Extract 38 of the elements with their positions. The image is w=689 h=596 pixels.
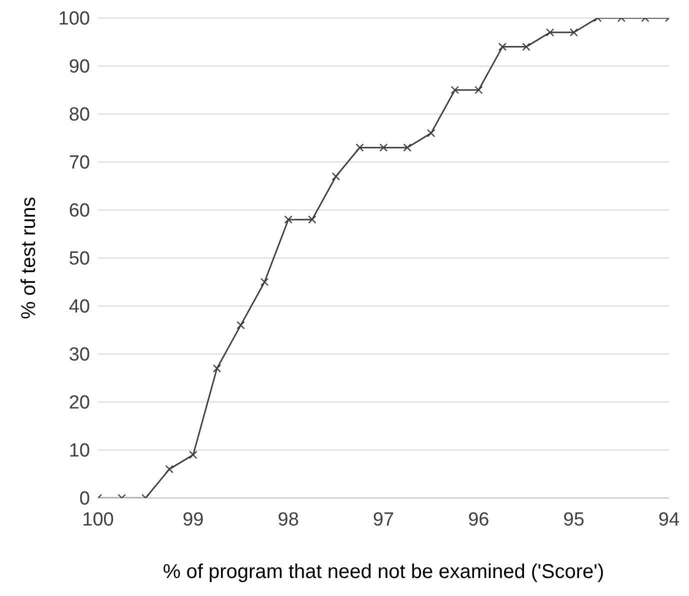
y-tick-label: 10 (68, 440, 90, 462)
point (546, 28, 554, 36)
x-axis-title: % of program that need not be examined ('Score') (162, 561, 604, 583)
point (379, 144, 388, 152)
point (356, 144, 364, 152)
point (165, 465, 174, 474)
point (236, 321, 245, 330)
point (403, 144, 412, 152)
y-tick-label: 70 (68, 152, 90, 174)
point (474, 86, 483, 94)
y-tick-label: 50 (68, 248, 90, 270)
point (522, 42, 530, 51)
point (260, 278, 269, 286)
x-tick-label: 99 (182, 509, 204, 530)
y-axis-title: % of test runs (18, 196, 40, 320)
x-tick-label: 94 (658, 509, 680, 530)
x-tick-label: 96 (468, 509, 490, 530)
point (332, 172, 340, 180)
y-tick-label: 80 (68, 104, 90, 126)
y-tick-label: 100 (58, 8, 90, 30)
point (498, 42, 507, 51)
point (284, 216, 292, 224)
point (450, 86, 459, 94)
point (308, 216, 316, 224)
point (189, 450, 198, 459)
point (570, 28, 578, 36)
point (212, 364, 222, 372)
point (426, 129, 436, 138)
y-tick-label: 30 (68, 344, 90, 366)
y-tick-label: 90 (68, 56, 90, 78)
y-tick-label: 40 (68, 296, 90, 318)
x-tick-label: 100 (82, 509, 114, 530)
y-tick-label: 20 (68, 392, 90, 414)
y-tick-label: 0 (79, 488, 90, 510)
x-tick-label: 95 (563, 509, 584, 530)
x-tick-label: 97 (372, 509, 394, 530)
x-tick-label: 98 (278, 509, 299, 530)
y-tick-label: 60 (68, 200, 90, 222)
